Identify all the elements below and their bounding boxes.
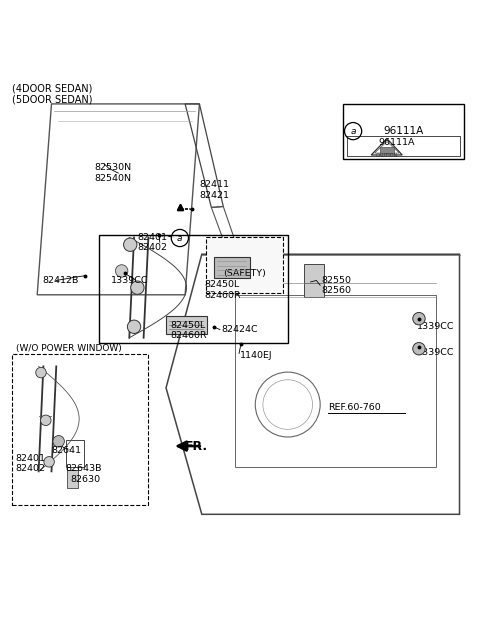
Text: FR.: FR. — [185, 440, 208, 452]
Text: (4DOOR SEDAN): (4DOOR SEDAN) — [12, 83, 92, 93]
Text: REF.60-760: REF.60-760 — [328, 404, 381, 412]
Text: 82424C: 82424C — [221, 325, 258, 334]
Circle shape — [44, 457, 54, 467]
Text: 1140EJ: 1140EJ — [240, 351, 273, 360]
Text: 96111A: 96111A — [378, 138, 415, 146]
Text: (W/O POWER WINDOW): (W/O POWER WINDOW) — [16, 344, 121, 353]
Text: 1339CC: 1339CC — [111, 276, 149, 285]
Bar — [12, 354, 148, 505]
Circle shape — [53, 435, 64, 447]
Circle shape — [413, 313, 425, 325]
Text: 82411
82421: 82411 82421 — [199, 180, 229, 199]
Polygon shape — [166, 316, 206, 334]
Circle shape — [116, 265, 128, 277]
Text: (5DOOR SEDAN): (5DOOR SEDAN) — [12, 95, 92, 105]
Text: 82641: 82641 — [51, 446, 82, 455]
Bar — [304, 264, 324, 297]
Bar — [205, 237, 283, 293]
Text: 82530N
82540N: 82530N 82540N — [95, 163, 132, 183]
Text: 82450L
82460R: 82450L 82460R — [204, 280, 241, 300]
Circle shape — [36, 368, 46, 378]
Text: 1339CC: 1339CC — [417, 348, 454, 356]
Polygon shape — [214, 257, 250, 278]
Bar — [67, 470, 78, 488]
Circle shape — [123, 238, 137, 251]
Text: 82643B: 82643B — [66, 464, 102, 472]
Text: 96111A: 96111A — [383, 126, 423, 136]
Text: 82401
82402: 82401 82402 — [137, 232, 168, 252]
Text: a: a — [350, 126, 356, 136]
Bar — [343, 104, 464, 159]
Bar — [235, 295, 436, 467]
Bar — [66, 440, 84, 467]
Text: 1339CC: 1339CC — [417, 322, 454, 331]
Circle shape — [131, 281, 144, 294]
Circle shape — [40, 415, 51, 426]
Text: 82550
82560: 82550 82560 — [321, 275, 351, 295]
Text: 82630: 82630 — [71, 475, 101, 484]
Circle shape — [127, 320, 141, 333]
Text: 82412B: 82412B — [42, 276, 78, 285]
Text: CAUTION: CAUTION — [376, 153, 398, 158]
Bar — [99, 235, 288, 343]
Bar — [380, 147, 394, 153]
Bar — [348, 136, 459, 156]
Text: 82450L
82460R: 82450L 82460R — [171, 321, 207, 340]
Text: (SAFETY): (SAFETY) — [223, 269, 266, 278]
Text: 82401
82402: 82401 82402 — [16, 454, 46, 473]
Text: a: a — [177, 234, 182, 242]
Circle shape — [413, 343, 425, 355]
